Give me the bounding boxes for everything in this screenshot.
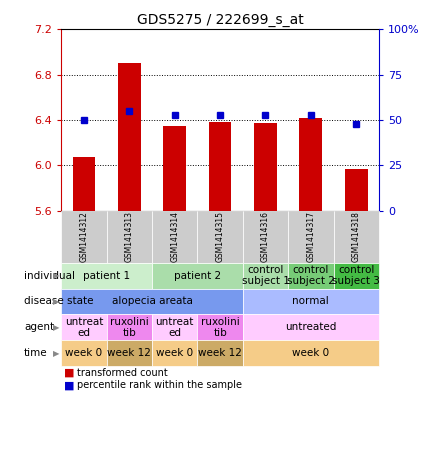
Text: alopecia areata: alopecia areata xyxy=(112,296,192,307)
Text: GSM1414315: GSM1414315 xyxy=(215,211,225,262)
Text: ▶: ▶ xyxy=(53,349,59,357)
Text: GSM1414318: GSM1414318 xyxy=(352,211,360,262)
Text: untreat
ed: untreat ed xyxy=(65,317,103,337)
Text: week 0: week 0 xyxy=(292,348,329,358)
Text: GSM1414312: GSM1414312 xyxy=(80,211,88,262)
Text: week 12: week 12 xyxy=(107,348,151,358)
Text: control
subject 1: control subject 1 xyxy=(241,265,290,286)
Text: GSM1414313: GSM1414313 xyxy=(125,211,134,262)
Text: percentile rank within the sample: percentile rank within the sample xyxy=(77,381,242,390)
Text: disease state: disease state xyxy=(24,296,94,307)
Text: ruxolini
tib: ruxolini tib xyxy=(110,317,149,337)
Text: control
subject 3: control subject 3 xyxy=(332,265,380,286)
Text: transformed count: transformed count xyxy=(77,368,167,378)
Text: ruxolini
tib: ruxolini tib xyxy=(201,317,240,337)
Text: untreated: untreated xyxy=(285,322,336,333)
Text: patient 2: patient 2 xyxy=(174,270,221,281)
Bar xyxy=(209,122,231,211)
Text: ▶: ▶ xyxy=(53,271,59,280)
Text: GSM1414316: GSM1414316 xyxy=(261,211,270,262)
Bar xyxy=(163,125,186,211)
Text: patient 1: patient 1 xyxy=(83,270,130,281)
Text: ■: ■ xyxy=(64,368,74,378)
Text: week 0: week 0 xyxy=(65,348,102,358)
Bar xyxy=(345,169,367,211)
Text: week 0: week 0 xyxy=(156,348,193,358)
Title: GDS5275 / 222699_s_at: GDS5275 / 222699_s_at xyxy=(137,13,304,27)
Text: individual: individual xyxy=(24,270,75,281)
Text: week 12: week 12 xyxy=(198,348,242,358)
Bar xyxy=(300,118,322,211)
Text: normal: normal xyxy=(293,296,329,307)
Bar xyxy=(73,157,95,211)
Text: agent: agent xyxy=(24,322,54,333)
Text: ▶: ▶ xyxy=(53,297,59,306)
Text: untreat
ed: untreat ed xyxy=(155,317,194,337)
Text: control
subject 2: control subject 2 xyxy=(287,265,335,286)
Text: ▶: ▶ xyxy=(53,323,59,332)
Bar xyxy=(254,123,277,211)
Bar xyxy=(118,63,141,211)
Text: GSM1414314: GSM1414314 xyxy=(170,211,179,262)
Text: ■: ■ xyxy=(64,381,74,390)
Text: time: time xyxy=(24,348,48,358)
Text: GSM1414317: GSM1414317 xyxy=(306,211,315,262)
